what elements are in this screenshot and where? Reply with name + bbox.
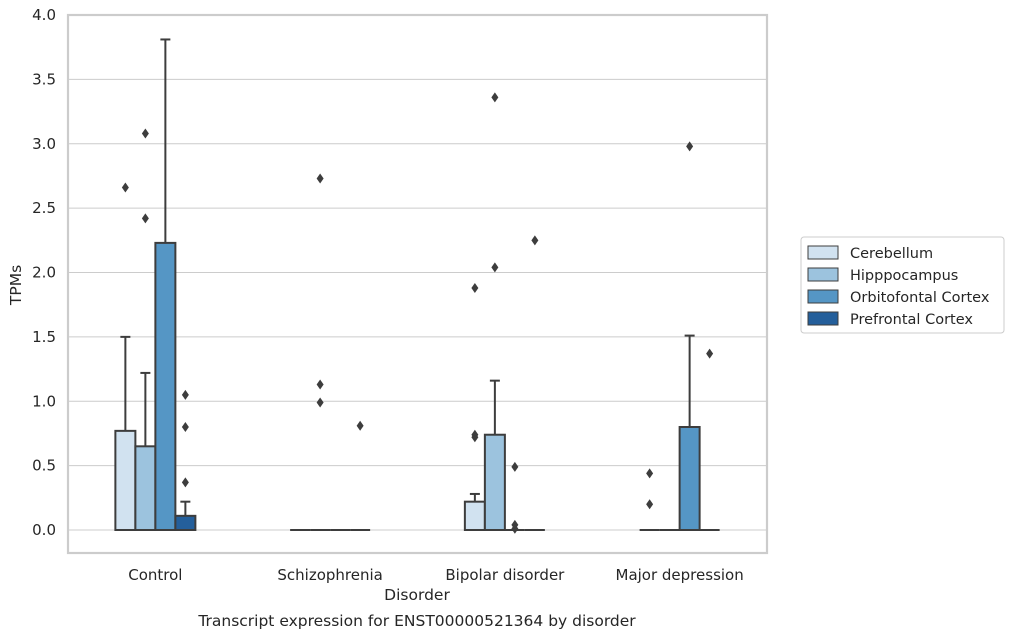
outlier-point	[141, 213, 149, 224]
legend-item: Orbitofontal Cortex	[807, 289, 990, 306]
legend-swatch	[807, 311, 839, 326]
legend-swatch	[807, 289, 839, 304]
outlier-point	[471, 429, 479, 440]
y-tick-label: 4.0	[32, 6, 56, 24]
outlier-point	[316, 379, 324, 390]
outlier-point	[511, 461, 519, 472]
legend-label: Orbitofontal Cortex	[850, 290, 990, 306]
outlier-point	[646, 468, 654, 479]
legend-label: Cerebellum	[850, 246, 933, 262]
box-rect	[134, 445, 157, 531]
outlier-point	[491, 262, 499, 273]
y-tick-label: 0.0	[32, 521, 56, 539]
legend-item: Prefrontal Cortex	[807, 311, 973, 328]
box-rect	[114, 429, 137, 531]
outlier-point	[181, 477, 189, 488]
box-rect	[174, 514, 197, 532]
box-orbitofontal-cortex-3	[678, 141, 701, 531]
outlier-point	[181, 389, 189, 400]
outlier-point	[316, 173, 324, 184]
legend-swatch	[807, 267, 839, 282]
box-rect	[678, 426, 701, 531]
box-prefrontal-cortex-2	[524, 235, 545, 531]
x-tick-label: Control	[128, 566, 182, 584]
y-tick-label: 3.5	[32, 70, 56, 88]
outlier-point	[511, 523, 519, 534]
x-tick-label: Schizophrenia	[277, 566, 382, 584]
plot-frame	[66, 13, 769, 555]
y-tick-label: 1.5	[32, 328, 56, 346]
box-prefrontal-cortex-0	[174, 389, 197, 532]
y-axis-ticks: 0.0 0.5 1.0 1.5 2.0 2.5 3.0 3.5 4.0	[32, 6, 56, 539]
x-tick-label: Bipolar disorder	[445, 566, 565, 584]
x-axis-ticks: Control Schizophrenia Bipolar disorder Majo…	[128, 566, 743, 584]
legend-label: Prefrontal Cortex	[850, 312, 973, 328]
box-prefrontal-cortex-3	[699, 348, 720, 531]
legend-box	[800, 236, 1005, 334]
outlier-point	[181, 422, 189, 432]
outlier-point	[121, 182, 129, 193]
box-rect	[463, 500, 486, 531]
legend-swatch	[807, 245, 839, 260]
box-cerebellum-3	[639, 468, 660, 531]
x-tick-label: Major depression	[616, 566, 744, 584]
box-orbitofontal-cortex-0	[154, 38, 177, 531]
y-tick-label: 2.0	[32, 264, 56, 282]
box-orbitofontal-cortex-2	[504, 461, 525, 534]
outlier-point	[471, 282, 479, 293]
plot-border	[66, 13, 769, 555]
outlier-point	[491, 92, 499, 103]
chart-caption: Transcript expression for ENST0000052136…	[197, 612, 636, 630]
box-rect	[154, 241, 177, 531]
outlier-point	[706, 348, 714, 359]
outlier-point	[531, 235, 539, 246]
x-axis-label: Disorder	[384, 586, 450, 604]
legend: Cerebellum Hipppocampus Orbitofontal Corte…	[800, 236, 1005, 334]
outlier-point	[316, 397, 324, 408]
outlier-point	[356, 420, 364, 431]
box-rect	[483, 433, 506, 532]
y-tick-label: 3.0	[32, 135, 56, 153]
legend-label: Hipppocampus	[850, 268, 958, 284]
legend-item: Cerebellum	[807, 245, 933, 262]
legend-item: Hipppocampus	[807, 267, 958, 284]
box-hipppocampus-2	[483, 92, 506, 532]
outlier-point	[646, 499, 654, 510]
box-cerebellum-0	[114, 182, 137, 531]
box-hipppocampus-0	[134, 128, 157, 531]
box-hipppocampus-1	[310, 173, 331, 531]
y-tick-label: 2.5	[32, 199, 56, 217]
y-tick-label: 1.0	[32, 392, 56, 410]
box-series-group	[114, 38, 720, 534]
box-cerebellum-2	[463, 282, 486, 531]
outlier-point	[686, 141, 694, 152]
y-tick-label: 0.5	[32, 457, 56, 475]
outlier-point	[141, 128, 149, 139]
y-axis-label: TPMs	[7, 265, 25, 306]
box-prefrontal-cortex-1	[350, 420, 371, 531]
